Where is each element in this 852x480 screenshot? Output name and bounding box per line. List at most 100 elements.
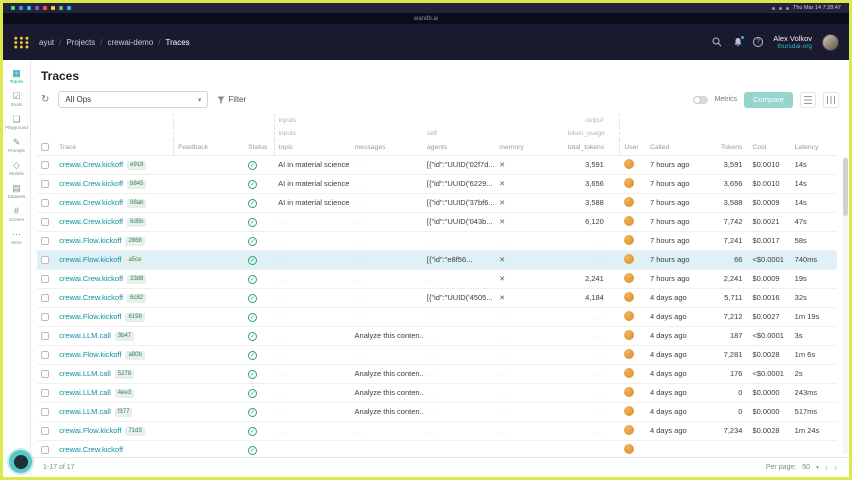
cell-agents: ... <box>422 231 496 251</box>
table-row[interactable]: crewai.Crew.kickoff 6d5b ✓...... [{"id":"UU… <box>37 212 837 232</box>
chart-view-button[interactable] <box>800 91 816 108</box>
trace-link[interactable]: crewai.Flow.kickoff <box>59 254 122 264</box>
user-info[interactable]: Alex Volkov thursdai-org <box>773 34 812 51</box>
sidebar-item-traces[interactable]: ▦ Traces <box>3 65 30 86</box>
filter-button[interactable]: Filter <box>217 95 246 104</box>
column-header-latency[interactable]: Latency <box>790 140 837 156</box>
row-checkbox[interactable] <box>37 155 56 175</box>
trace-link[interactable]: crewai.Crew.kickoff <box>59 216 124 226</box>
table-row[interactable]: crewai.Crew.kickoff 6c82 ✓...... [{"id":"UU… <box>37 288 837 308</box>
table-row[interactable]: crewai.LLM.call 4ee3 ✓... Analyze this cont… <box>37 383 837 403</box>
search-icon[interactable] <box>711 37 722 48</box>
vertical-scrollbar[interactable] <box>843 156 848 455</box>
column-header-memory[interactable]: memory <box>495 140 564 156</box>
table-row[interactable]: crewai.Flow.kickoff a5ce ✓...... [{"id":"e8… <box>37 250 837 270</box>
row-checkbox[interactable] <box>37 421 56 441</box>
column-header-tokens[interactable]: Tokens <box>708 140 749 156</box>
traces-table-container: inputs output inputs self token_usage Trace Fe… <box>31 114 849 457</box>
column-header-agents[interactable]: agents <box>422 140 496 156</box>
next-page-icon[interactable]: › <box>834 462 837 472</box>
column-header-cost[interactable]: Cost <box>748 140 791 156</box>
column-header-trace[interactable]: Trace <box>55 140 174 156</box>
table-row[interactable]: crewai.Flow.kickoff a80b ✓............... 4… <box>37 345 837 365</box>
wandb-logo[interactable] <box>13 35 30 49</box>
sidebar-item-models[interactable]: ◇ Models <box>3 157 30 178</box>
column-header-called[interactable]: Called <box>645 140 709 156</box>
select-all-checkbox[interactable] <box>37 140 56 156</box>
sidebar-item-evals[interactable]: ☑ Evals <box>3 88 30 109</box>
table-row[interactable]: crewai.Crew.kickoff 98ab ✓ AI in material s… <box>37 193 837 213</box>
row-checkbox[interactable] <box>37 250 56 270</box>
prev-page-icon[interactable]: ‹ <box>825 462 828 472</box>
cell-feedback <box>173 212 244 232</box>
menubar-app-icon <box>35 6 39 10</box>
column-header-topic[interactable]: topic <box>273 140 351 156</box>
column-header-messages[interactable]: messages <box>350 140 423 156</box>
trace-link[interactable]: crewai.LLM.call <box>59 368 111 378</box>
table-row[interactable]: crewai.Flow.kickoff 6198 ✓............... 4… <box>37 307 837 327</box>
per-page-value[interactable]: 50 <box>802 464 810 471</box>
trace-link[interactable]: crewai.Crew.kickoff <box>59 445 124 454</box>
status-success-icon: ✓ <box>248 331 257 341</box>
sidebar-item-more[interactable]: ⋯ More <box>3 226 30 247</box>
row-checkbox[interactable] <box>37 231 56 251</box>
avatar[interactable] <box>822 33 839 51</box>
trace-link[interactable]: crewai.Crew.kickoff <box>59 178 124 188</box>
help-icon[interactable]: ? <box>753 37 764 47</box>
row-checkbox[interactable] <box>37 402 56 422</box>
breadcrumb-item-Projects[interactable]: Projects <box>66 37 96 47</box>
pagination-controls: Per page: 50 ▾ ‹ › <box>766 463 837 472</box>
sidebar-item-scorers[interactable]: # Scorers <box>3 203 30 224</box>
chevron-down-icon[interactable]: ▾ <box>815 465 819 471</box>
compare-button[interactable]: Compare <box>744 91 793 108</box>
row-checkbox[interactable] <box>37 174 56 194</box>
row-checkbox[interactable] <box>37 345 56 365</box>
column-header-status[interactable]: Status <box>244 140 275 156</box>
trace-link[interactable]: crewai.LLM.call <box>59 406 111 416</box>
row-checkbox[interactable] <box>37 440 56 457</box>
columns-button[interactable] <box>823 91 839 108</box>
table-row[interactable]: crewai.Flow.kickoff 71d3 ✓............... 4… <box>37 421 837 441</box>
trace-link[interactable]: crewai.Flow.kickoff <box>59 235 122 245</box>
table-row[interactable]: crewai.LLM.call 3b47 ✓... Analyze this cont… <box>37 326 837 346</box>
breadcrumb-item-Traces[interactable]: Traces <box>165 37 190 47</box>
trace-link[interactable]: crewai.Flow.kickoff <box>59 349 122 359</box>
breadcrumb-item-crewai-demo[interactable]: crewai-demo <box>107 37 154 47</box>
row-checkbox[interactable] <box>37 326 56 346</box>
column-header-feedback[interactable]: Feedback <box>173 140 244 156</box>
row-checkbox[interactable] <box>37 193 56 213</box>
row-checkbox[interactable] <box>37 212 56 232</box>
trace-link[interactable]: crewai.Flow.kickoff <box>59 311 122 321</box>
ops-filter-select[interactable]: All Ops ▾ <box>58 91 209 108</box>
trace-link[interactable]: crewai.LLM.call <box>59 387 111 397</box>
row-checkbox[interactable] <box>37 364 56 384</box>
cell-messages: ... <box>350 269 423 289</box>
trace-link[interactable]: crewai.Crew.kickoff <box>59 159 124 169</box>
metrics-toggle[interactable] <box>692 95 708 104</box>
sidebar-item-playground[interactable]: ❏ Playground <box>3 111 30 132</box>
table-row[interactable]: crewai.Flow.kickoff 2868 ✓............... 7… <box>37 231 837 251</box>
trace-link[interactable]: crewai.Crew.kickoff <box>59 273 124 283</box>
row-checkbox[interactable] <box>37 269 56 289</box>
trace-link[interactable]: crewai.Crew.kickoff <box>59 197 124 207</box>
sidebar-item-datasets[interactable]: ▤ Datasets <box>3 180 30 201</box>
table-row[interactable]: crewai.Crew.kickoff 23d8 ✓......... ✕ 2,241 7… <box>37 269 837 289</box>
sidebar-item-prompts[interactable]: ✎ Prompts <box>3 134 30 155</box>
table-row[interactable]: crewai.Crew.kickoff e918 ✓ AI in material s… <box>37 155 837 175</box>
scrollbar-thumb[interactable] <box>843 158 848 216</box>
table-row[interactable]: crewai.LLM.call f377 ✓... Analyze this cont… <box>37 402 837 422</box>
row-checkbox[interactable] <box>37 383 56 403</box>
table-row[interactable]: crewai.Crew.kickoff b845 ✓ AI in material s… <box>37 174 837 194</box>
refresh-icon[interactable]: ↻ <box>41 93 50 105</box>
trace-link[interactable]: crewai.LLM.call <box>59 330 111 340</box>
table-row[interactable]: crewai.LLM.call 5278 ✓... Analyze this cont… <box>37 364 837 384</box>
table-row[interactable]: crewai.Crew.kickoff ✓ <box>37 440 837 457</box>
trace-link[interactable]: crewai.Flow.kickoff <box>59 425 122 435</box>
bell-icon[interactable] <box>732 35 745 48</box>
trace-link[interactable]: crewai.Crew.kickoff <box>59 292 124 302</box>
breadcrumb-item-ayut[interactable]: ayut <box>39 37 55 47</box>
column-header-total_tokens[interactable]: total_tokens <box>563 140 620 156</box>
row-checkbox[interactable] <box>37 307 56 327</box>
column-header-user[interactable]: User <box>619 140 646 156</box>
row-checkbox[interactable] <box>37 288 56 308</box>
